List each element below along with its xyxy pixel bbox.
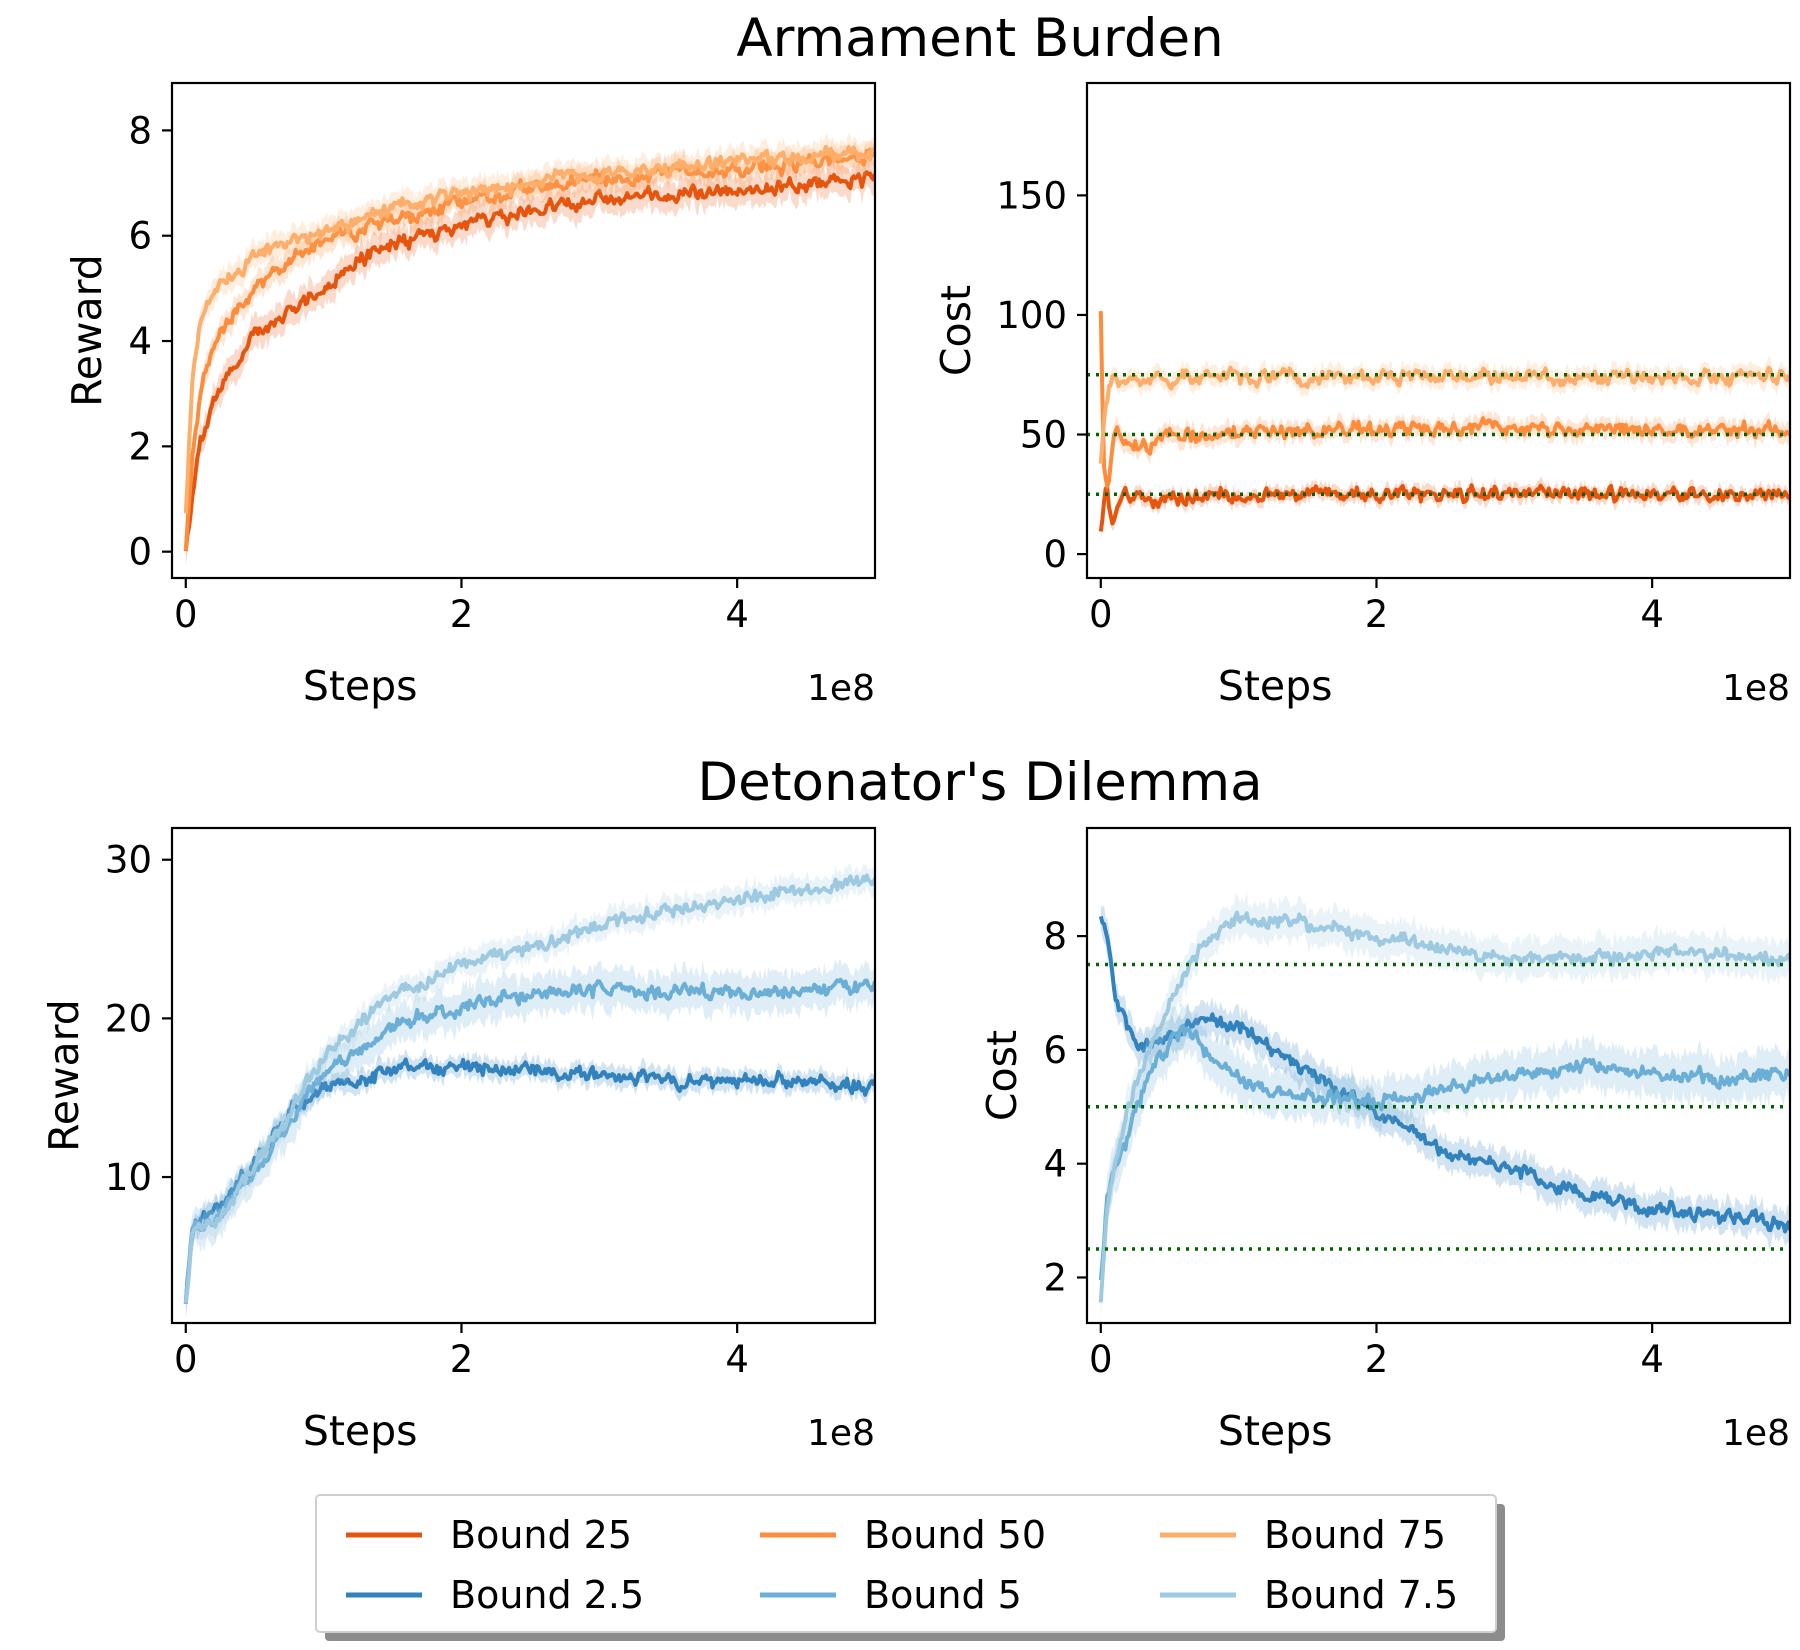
series-line-bound-50 [183,147,875,551]
y-tick-label: 2 [1043,1256,1067,1299]
series-line-bound-5 [183,977,875,1304]
y-tick-label: 150 [996,174,1067,217]
chart-panel-1: 0 2 4 0 50 100 150 Steps 1e8 Cost [932,81,1792,710]
series-line-bound-7-5 [183,873,875,1303]
series-band-bound-5 [1100,1002,1790,1307]
axes-frame [1085,826,1792,1325]
y-tick-label: 50 [1020,414,1067,457]
chart-panel-0: 0 2 4 0 2 4 6 8 Steps 1e8 Reward [63,81,877,710]
y-axis-label: Cost [978,1030,1026,1121]
y-tick-label: 30 [105,839,152,882]
legend-label: Bound 5 [864,1573,1022,1617]
legend-label: Bound 25 [450,1513,632,1557]
plot-area [1087,891,1790,1319]
x-axis-offset-label: 1e8 [807,668,875,709]
legend-item-bound-75: Bound 75 [1160,1513,1446,1557]
x-axis-offset-label: 1e8 [1722,668,1790,709]
legend-label: Bound 7.5 [1264,1573,1458,1617]
plot-area [183,863,875,1320]
y-tick-label: 8 [1043,915,1067,958]
suptitle-armament-burden: Armament Burden [736,8,1223,69]
x-tick-label: 2 [1365,593,1389,636]
y-tick-label: 20 [105,997,152,1040]
x-tick-label: 4 [1640,1338,1664,1381]
axes-frame [1085,81,1792,580]
plot-area [1087,302,1790,541]
series-band-bound-25 [185,156,875,564]
series-band-bound-2-5 [185,1047,875,1315]
legend-item-bound-25: Bound 25 [346,1513,632,1557]
legend-item-bound-50: Bound 50 [760,1513,1046,1557]
x-tick-label: 2 [450,593,474,636]
plot-area [183,132,875,567]
suptitle-detonators-dilemma: Detonator's Dilemma [697,752,1262,813]
x-tick-label: 2 [1365,1338,1389,1381]
legend-item-bound-2-5: Bound 2.5 [346,1573,644,1617]
series-line-bound-75 [183,144,875,514]
legend-item-bound-5: Bound 5 [760,1573,1022,1617]
x-tick-label: 4 [725,593,749,636]
x-axis-label: Steps [303,1407,418,1455]
series-line-bound-7-5 [1098,910,1790,1303]
y-axis-label: Reward [63,254,111,407]
legend-label: Bound 2.5 [450,1573,644,1617]
y-tick-label: 100 [996,294,1067,337]
series-line-bound-50 [1098,311,1790,489]
x-tick-label: 2 [450,1338,474,1381]
y-axis-label: Reward [40,999,88,1152]
x-tick-label: 4 [1640,593,1664,636]
y-tick-label: 0 [128,531,152,574]
x-tick-label: 0 [174,593,198,636]
x-axis-offset-label: 1e8 [807,1413,875,1454]
legend-label: Bound 50 [864,1513,1046,1557]
y-tick-label: 2 [128,425,152,468]
y-tick-label: 6 [1043,1029,1067,1072]
series-band-bound-25 [1100,475,1790,541]
legend: Bound 25 Bound 50 Bound 75 Bound 2.5 Bound 5… [315,1494,1505,1641]
x-axis-label: Steps [1218,1407,1333,1455]
y-tick-label: 0 [1043,533,1067,576]
chart-panel-2: 0 2 4 10 20 30 Steps 1e8 Reward [40,826,877,1455]
series-band-bound-7-5 [185,863,875,1318]
y-tick-label: 6 [128,215,152,258]
x-axis-label: Steps [1218,662,1333,710]
legend-label: Bound 75 [1264,1513,1446,1557]
legend-item-bound-7-5: Bound 7.5 [1160,1573,1458,1617]
x-axis-label: Steps [303,662,418,710]
series-band-bound-75 [185,132,875,524]
x-tick-label: 0 [1089,1338,1113,1381]
series-line-bound-2-5 [183,1057,875,1304]
legend-box [315,1494,1497,1633]
x-tick-label: 4 [725,1338,749,1381]
series-band-bound-75 [1100,355,1790,474]
x-tick-label: 0 [174,1338,198,1381]
y-tick-label: 4 [128,320,152,363]
y-tick-label: 8 [128,109,152,152]
series-band-bound-5 [185,959,875,1320]
x-axis-offset-label: 1e8 [1722,1413,1790,1454]
y-tick-label: 10 [105,1156,152,1199]
x-tick-label: 0 [1089,593,1113,636]
series-band-bound-50 [185,135,875,567]
series-line-bound-2-5 [1098,915,1790,1234]
y-tick-label: 4 [1043,1143,1067,1186]
axes-frame [170,826,877,1325]
series-line-bound-5 [1098,1023,1790,1281]
series-line-bound-25 [183,170,875,552]
axes-frame [170,81,877,580]
y-axis-label: Cost [932,285,980,376]
series-band-bound-50 [1100,302,1790,496]
